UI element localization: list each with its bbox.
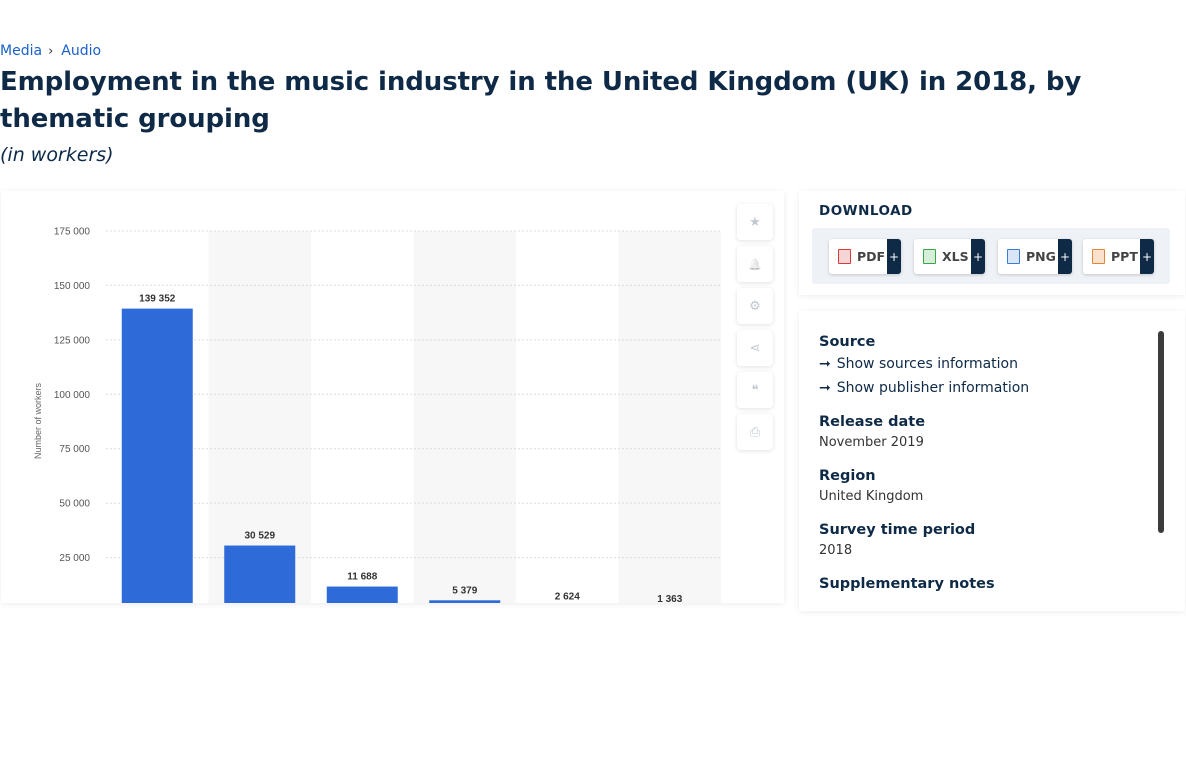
png-file-icon [1007,249,1020,264]
chart-card: 25 000 50 000 75 000 100 000 125 000 150 000 1… [1,191,784,603]
bar-chart: 25 000 50 000 75 000 100 000 125 000 150 000 1… [33,227,721,603]
info-content: Source ➞ Show sources information ➞ Show… [819,332,1149,594]
bar-value-label: 2 624 [555,591,580,602]
quote-icon[interactable]: ❝ [737,372,773,408]
bell-glyph: 🔔 [748,258,762,271]
download-ppt-button[interactable]: PPT + [1083,239,1154,274]
pdf-label: PDF [857,249,886,264]
source-label: Source [819,334,876,350]
release-date-label: Release date [819,414,926,430]
gear-glyph: ⚙ [749,298,761,313]
region-label: Region [819,468,876,484]
bell-icon[interactable]: 🔔 [737,246,773,282]
y-tick-label: 125 000 [54,335,91,346]
xls-file-icon [923,249,936,264]
page-title: Employment in the music industry in the … [0,67,1082,134]
release-date-value: November 2019 [819,435,924,450]
chart-bar [429,600,501,603]
download-png-button[interactable]: PNG + [998,239,1072,274]
bar-value-label: 30 529 [244,531,275,542]
share-icon[interactable]: ⋖ [737,330,773,366]
spacer [819,400,1149,412]
breadcrumb-media-link[interactable]: Media [0,43,43,59]
chart-bar [326,586,398,603]
y-tick-label: 75 000 [59,444,90,455]
breadcrumb: Media › Audio [0,43,101,59]
download-panel: DOWNLOAD PDF + XLS + PNG + PPT + [799,191,1185,295]
spacer [819,562,1149,574]
download-pdf-button[interactable]: PDF + [829,239,901,274]
chart-band [208,231,311,603]
print-icon[interactable]: ⎙ [737,414,773,450]
star-glyph: ★ [749,214,761,229]
star-icon[interactable]: ★ [737,204,773,240]
ppt-plus-icon[interactable]: + [1140,239,1154,274]
png-label: PNG [1026,249,1056,264]
bar-value-label: 139 352 [139,294,176,305]
arrow-right-icon: ➞ [819,356,831,372]
page-subtitle: (in workers) [0,144,114,166]
download-xls-button[interactable]: XLS + [914,239,985,274]
show-publisher-text: Show publisher information [836,380,1030,396]
chart-bar [121,308,193,603]
share-glyph: ⋖ [749,340,761,355]
chart-bar [224,545,296,603]
spacer [819,454,1149,466]
statistic-info-panel: Source ➞ Show sources information ➞ Show… [799,311,1185,611]
chart-toolbar: ★ 🔔 ⚙ ⋖ ❝ ⎙ [737,204,773,450]
breadcrumb-audio-link[interactable]: Audio [61,43,102,59]
y-tick-label: 150 000 [54,281,91,292]
quote-glyph: ❝ [751,382,759,397]
spacer [819,508,1149,520]
download-bar: PDF + XLS + PNG + PPT + [812,228,1170,284]
xls-label: XLS [942,249,969,264]
survey-period-value: 2018 [819,543,853,558]
chart-band [618,231,721,603]
supplementary-notes-label: Supplementary notes [819,576,995,592]
y-tick-label: 25 000 [59,553,90,564]
download-title: DOWNLOAD [819,203,913,219]
ppt-label: PPT [1111,249,1138,264]
survey-period-label: Survey time period [819,522,976,538]
bar-value-label: 1 363 [657,594,682,603]
show-publisher-link[interactable]: ➞ Show publisher information [819,376,1149,400]
region-value: United Kingdom [819,489,924,504]
bar-value-label: 11 688 [347,572,377,583]
print-glyph: ⎙ [749,424,761,439]
breadcrumb-separator: › [48,43,54,59]
y-tick-label: 100 000 [54,390,91,401]
gear-icon[interactable]: ⚙ [737,288,773,324]
pdf-plus-icon[interactable]: + [887,239,901,274]
chart-band [413,231,516,603]
y-tick-label: 175 000 [54,227,91,238]
ppt-file-icon [1092,249,1105,264]
pdf-file-icon [838,249,851,264]
y-axis-label: Number of workers [33,382,43,459]
arrow-right-icon: ➞ [819,380,831,396]
png-plus-icon[interactable]: + [1058,239,1072,274]
info-scrollbar[interactable] [1158,331,1164,533]
show-sources-link[interactable]: ➞ Show sources information [819,352,1149,376]
bar-value-label: 5 379 [452,585,477,596]
y-tick-label: 50 000 [59,499,90,510]
xls-plus-icon[interactable]: + [971,239,985,274]
show-sources-text: Show sources information [836,356,1018,372]
